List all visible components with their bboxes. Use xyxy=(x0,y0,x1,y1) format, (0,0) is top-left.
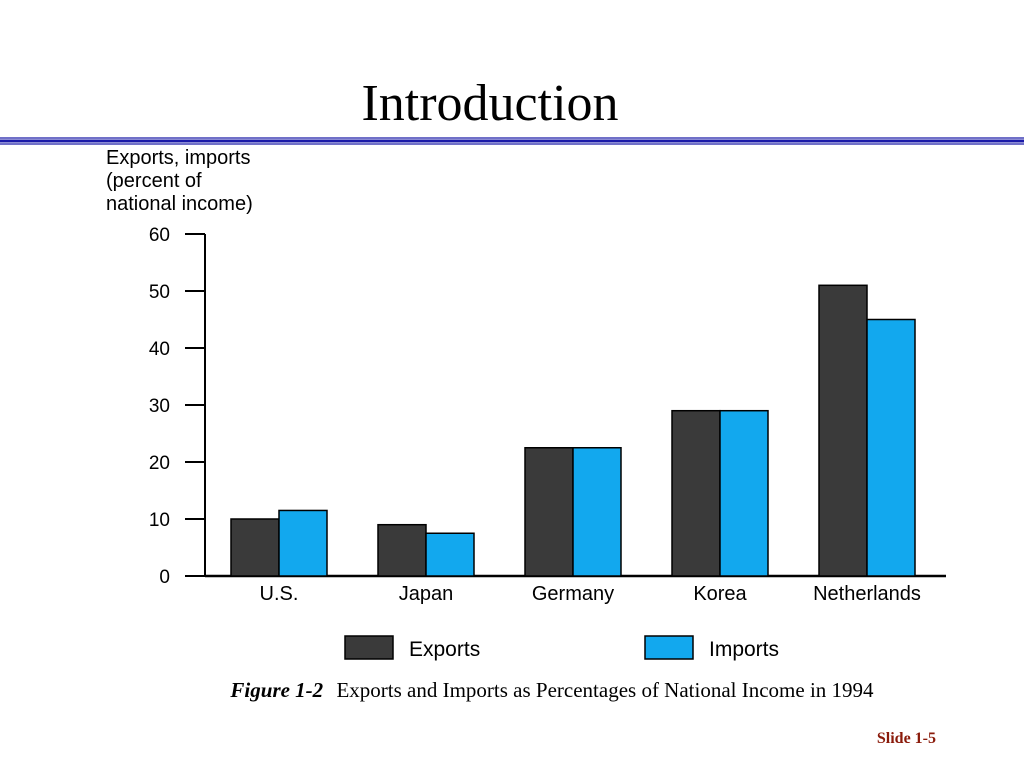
y-axis-title-line: Exports, imports xyxy=(106,147,250,169)
slide-number: Slide 1-5 xyxy=(876,730,936,747)
y-tick-label: 30 xyxy=(149,396,170,417)
legend-label-exports: Exports xyxy=(409,638,480,661)
figure-caption: Figure 1-2 Exports and Imports as Percen… xyxy=(0,678,1024,703)
legend-swatch-exports xyxy=(344,635,394,660)
bar-exports-netherlands xyxy=(818,284,868,577)
bar-exports-japan xyxy=(377,523,427,577)
bar-imports-germany xyxy=(572,447,622,577)
y-tick-label: 60 xyxy=(149,225,170,246)
x-tick-label: U.S. xyxy=(260,583,299,605)
figure-caption-text: Exports and Imports as Percentages of Na… xyxy=(336,678,874,702)
bar-imports-korea xyxy=(719,409,769,577)
y-tick-label: 0 xyxy=(159,567,170,588)
y-tick-label: 20 xyxy=(149,453,170,474)
x-tick-label: Germany xyxy=(532,583,614,605)
y-axis-title-line: (percent of xyxy=(106,170,202,192)
x-tick-label: Korea xyxy=(693,583,747,605)
y-axis-title-line: national income) xyxy=(106,193,253,215)
bar-exports-korea xyxy=(671,409,721,577)
bar-imports-netherlands xyxy=(866,318,916,577)
y-tick-label: 40 xyxy=(149,339,170,360)
bar-exports-us xyxy=(230,518,280,577)
bar-imports-us xyxy=(278,509,328,577)
title-divider xyxy=(0,137,1024,145)
chart-area: Exports, imports (percent of national inco… xyxy=(0,140,1024,680)
legend-swatch-imports xyxy=(644,635,694,660)
y-tick-label: 50 xyxy=(149,282,170,303)
y-tick-label: 10 xyxy=(149,510,170,531)
legend-label-imports: Imports xyxy=(709,638,779,661)
x-tick-label: Netherlands xyxy=(813,583,921,605)
slide-title: Introduction xyxy=(361,75,619,132)
figure-number: Figure 1-2 xyxy=(230,678,324,702)
bar-imports-japan xyxy=(425,532,475,577)
x-tick-label: Japan xyxy=(399,583,454,605)
bar-exports-germany xyxy=(524,447,574,577)
